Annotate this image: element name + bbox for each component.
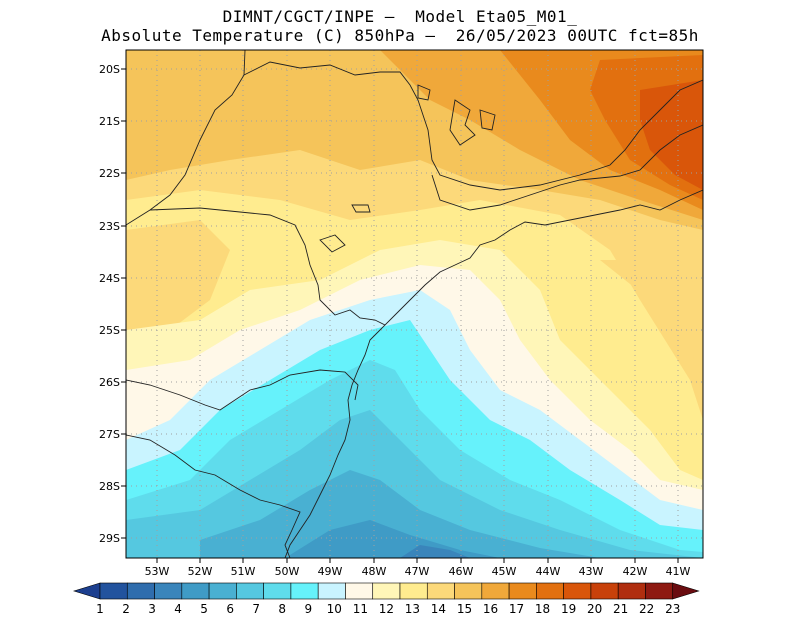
colorbar-label: 14	[431, 602, 446, 616]
lat-label: 26S	[99, 376, 120, 389]
colorbar-segment	[236, 582, 264, 600]
colorbar-segment	[154, 582, 183, 600]
lon-label: 51W	[231, 565, 256, 578]
lon-label: 44W	[536, 565, 561, 578]
colorbar-segment	[290, 582, 319, 600]
lat-label: 22S	[99, 167, 120, 180]
longitude-labels: 53W 52W 51W 50W 49W 48W 47W 46W 45W 44W …	[145, 565, 691, 578]
colorbar-segment	[617, 582, 646, 600]
colorbar-label: 3	[148, 602, 156, 616]
lat-label: 28S	[99, 480, 120, 493]
colorbar-segment	[590, 582, 619, 600]
colorbar-segment	[208, 582, 237, 600]
colorbar-segment	[263, 582, 292, 600]
colorbar-label: 2	[122, 602, 130, 616]
colorbar-label: 7	[252, 602, 260, 616]
colorbar-label: 4	[174, 602, 182, 616]
temperature-field	[126, 50, 703, 558]
colorbar-label: 11	[353, 602, 368, 616]
lat-label: 29S	[99, 532, 120, 545]
lat-label: 23S	[99, 220, 120, 233]
colorbar-label: 20	[587, 602, 602, 616]
colorbar-label: 9	[304, 602, 312, 616]
lat-label: 20S	[99, 63, 120, 76]
axis-ticks	[121, 68, 679, 563]
colorbar-segment	[536, 582, 564, 600]
lon-label: 47W	[405, 565, 430, 578]
lon-label: 49W	[318, 565, 343, 578]
lon-label: 53W	[145, 565, 170, 578]
lat-label: 25S	[99, 324, 120, 337]
lon-label: 45W	[492, 565, 517, 578]
map-frame	[125, 49, 704, 559]
title-line-1: DIMNT/CGCT/INPE – Model Eta05_M01_	[222, 7, 578, 26]
colorbar-segment	[508, 582, 537, 600]
colorbar-segment	[317, 582, 346, 600]
colorbar-segment	[181, 582, 210, 600]
colorbar-segment	[481, 582, 510, 600]
lon-label: 43W	[579, 565, 604, 578]
map-gridlines	[126, 50, 703, 558]
latitude-labels: 20S 21S 22S 23S 24S 25S 26S 27S 28S 29S	[99, 63, 120, 545]
colorbar-segment	[345, 582, 374, 600]
lat-label: 27S	[99, 428, 120, 441]
lat-label: 21S	[99, 115, 120, 128]
title-line-2: Absolute Temperature (C) 850hPa – 26/05/…	[101, 26, 699, 45]
lon-label: 46W	[449, 565, 474, 578]
colorbar-segment	[372, 582, 401, 600]
colorbar-segment	[99, 582, 128, 600]
colorbar-segment	[399, 582, 428, 600]
colorbar-label: 10	[327, 602, 342, 616]
colorbar-label: 8	[278, 602, 286, 616]
colorbar-label: 22	[639, 602, 654, 616]
colorbar-label: 5	[200, 602, 208, 616]
colorbar-label: 13	[405, 602, 420, 616]
lon-label: 42W	[623, 565, 648, 578]
lon-label: 41W	[666, 565, 691, 578]
lon-label: 48W	[362, 565, 387, 578]
colorbar-arrow-high	[672, 582, 700, 600]
colorbar-segment	[454, 582, 483, 600]
colorbar-label: 23	[665, 602, 680, 616]
colorbar-label: 21	[613, 602, 628, 616]
lon-label: 50W	[275, 565, 300, 578]
colorbar-label: 16	[483, 602, 498, 616]
colorbar-label: 1	[96, 602, 104, 616]
colorbar-label: 17	[509, 602, 524, 616]
lon-label: 52W	[188, 565, 213, 578]
colorbar-label: 18	[535, 602, 550, 616]
colorbar: 1 2 3 4 5 6 7 8 9 10 11 12 13 14 15 16 17 18 19 20 21 22 23	[72, 582, 700, 616]
colorbar-segment	[563, 582, 592, 600]
colorbar-label: 19	[561, 602, 576, 616]
political-boundaries	[126, 50, 703, 558]
colorbar-segment	[126, 582, 155, 600]
colorbar-arrow-low	[72, 582, 101, 600]
colorbar-label: 12	[379, 602, 394, 616]
lake-outlines	[319, 84, 496, 253]
colorbar-segment	[426, 582, 455, 600]
colorbar-label: 15	[457, 602, 472, 616]
lat-label: 24S	[99, 272, 120, 285]
colorbar-label: 6	[226, 602, 234, 616]
colorbar-segment	[645, 582, 674, 600]
